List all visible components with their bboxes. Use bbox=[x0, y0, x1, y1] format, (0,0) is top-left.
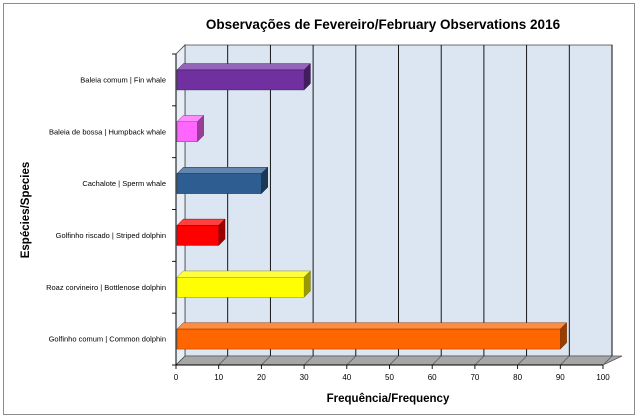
bar-top-face bbox=[176, 63, 312, 71]
axes: 0 10 20 30 40 50 60 70 80 90 100 Baleia comum | Fin… bbox=[46, 53, 610, 382]
bar-front-face bbox=[176, 277, 305, 298]
gridlines bbox=[175, 45, 613, 366]
floor-gridline bbox=[517, 355, 527, 366]
bars bbox=[176, 63, 568, 350]
x-tick-label: 50 bbox=[385, 373, 394, 382]
x-tick-label: 90 bbox=[556, 373, 565, 382]
category-label: Golfinho riscado | Striped dolphin bbox=[56, 231, 166, 240]
floor-gridline bbox=[175, 355, 186, 366]
x-tick-label: 30 bbox=[300, 373, 309, 382]
bar-front-face bbox=[176, 121, 198, 142]
bar bbox=[176, 63, 312, 91]
floor-gridline bbox=[431, 355, 442, 366]
x-tick-label: 20 bbox=[257, 373, 266, 382]
bar bbox=[176, 166, 269, 195]
floor bbox=[175, 355, 623, 366]
bar-front-face bbox=[176, 225, 219, 246]
category-label: Baleia de bossa | Humpback whale bbox=[49, 127, 166, 136]
bar bbox=[176, 322, 568, 350]
bar bbox=[176, 218, 226, 247]
bar-front-face bbox=[176, 173, 262, 194]
bar-top-face bbox=[176, 218, 226, 226]
floor-gridline bbox=[303, 355, 314, 366]
category-label: Cachalote | Sperm whale bbox=[82, 179, 166, 188]
bar-front-face bbox=[176, 328, 561, 350]
bar bbox=[176, 114, 205, 143]
floor-gridline bbox=[474, 355, 485, 366]
category-label: Roaz corvineiro | Bottlenose dolphin bbox=[46, 283, 166, 292]
x-tick-label: 0 bbox=[174, 373, 179, 382]
bar-top-face bbox=[176, 167, 269, 174]
floor-gridline bbox=[261, 355, 271, 366]
chart-title: Observações de Fevereiro/February Observ… bbox=[206, 17, 561, 32]
floor-gridline bbox=[218, 355, 228, 366]
x-tick-label: 80 bbox=[513, 373, 522, 382]
bar-front-face bbox=[176, 69, 305, 91]
side-wall bbox=[175, 44, 186, 366]
category-label: Baleia comum | Fin whale bbox=[80, 75, 166, 84]
x-tick-label: 40 bbox=[342, 373, 351, 382]
bar bbox=[176, 270, 312, 298]
bar-top-face bbox=[176, 270, 312, 278]
x-tick-label: 100 bbox=[596, 373, 610, 382]
floor-gridline bbox=[602, 355, 613, 366]
y-axis-title: Espécies/Species bbox=[20, 162, 32, 259]
x-axis-title: Frequência/Frequency bbox=[327, 393, 450, 405]
x-tick-label: 70 bbox=[470, 373, 479, 382]
x-tick-label: 60 bbox=[428, 373, 437, 382]
floor-gridline bbox=[560, 355, 570, 366]
floor-gridline bbox=[346, 355, 357, 366]
floor-gridline bbox=[389, 355, 399, 366]
x-tick-label: 10 bbox=[214, 373, 223, 382]
bar-top-face bbox=[176, 322, 568, 330]
category-label: Golfinho comum | Common dolphin bbox=[49, 335, 166, 344]
plot-back-wall bbox=[175, 44, 623, 366]
